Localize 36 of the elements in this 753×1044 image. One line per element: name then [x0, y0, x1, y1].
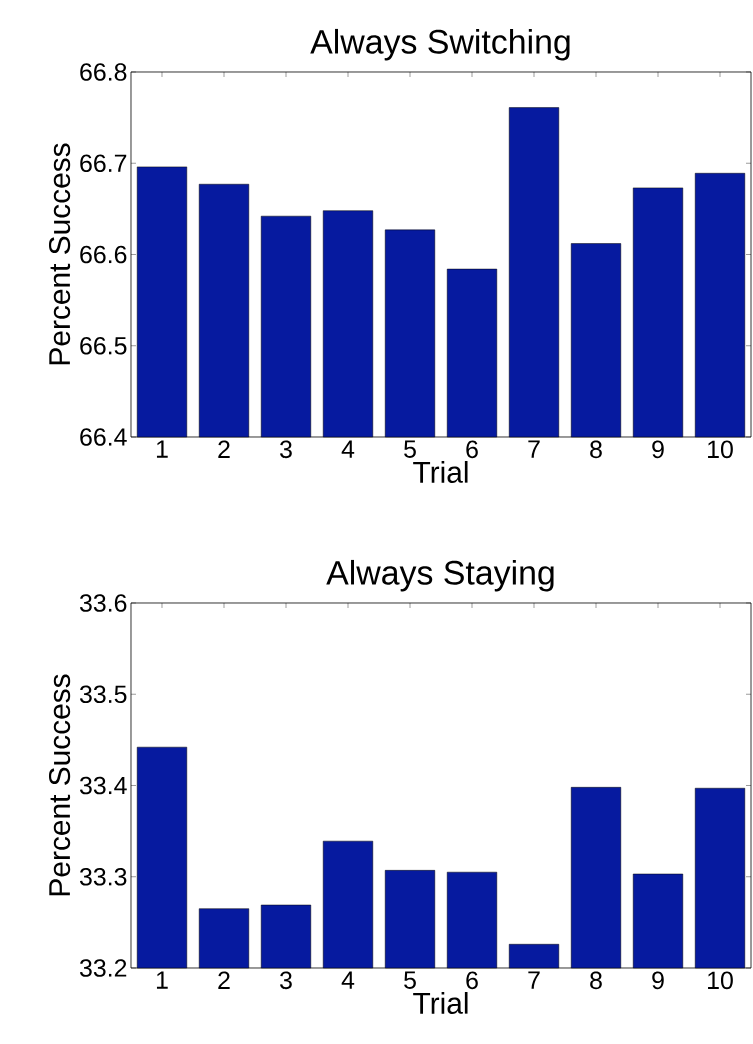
y-tick-label: 66.5: [80, 336, 127, 355]
x-tick-label: 4: [341, 971, 355, 989]
x-tick-label: 6: [466, 440, 478, 459]
x-axis-title: Trial: [413, 991, 468, 1014]
x-tick-label: 2: [218, 971, 230, 989]
y-tick-label: 66.4: [80, 428, 127, 446]
x-tick-label: 5: [404, 440, 416, 458]
x-tick-label: 3: [280, 971, 292, 990]
x-tick-label: 10: [708, 440, 733, 459]
chart-title: Always Staying: [326, 559, 554, 592]
y-tick-label: 66.8: [80, 63, 127, 81]
y-tick-label: 33.6: [79, 594, 127, 612]
x-tick-label: 7: [528, 971, 540, 989]
x-tick-label: 2: [218, 440, 230, 458]
x-tick-label: 10: [708, 971, 733, 990]
x-axis-title: Trial: [413, 460, 468, 483]
y-tick-label: 33.5: [79, 685, 127, 704]
x-tick-label: 5: [404, 971, 416, 989]
y-tick-label: 33.2: [79, 959, 127, 977]
x-tick-label: 8: [590, 440, 602, 459]
y-tick-label: 33.4: [79, 776, 127, 795]
y-tick-label: 66.7: [80, 154, 127, 173]
chart-title: Always Switching: [310, 28, 570, 61]
x-tick-label: 1: [156, 971, 168, 989]
y-tick-label: 33.3: [79, 867, 127, 886]
y-tick-label: 66.6: [80, 245, 127, 264]
x-tick-label: 8: [590, 971, 602, 990]
y-axis-title: Percent Success: [49, 143, 71, 365]
y-axis-title: Percent Success: [49, 674, 71, 896]
x-tick-label: 9: [652, 971, 664, 990]
x-tick-label: 3: [280, 440, 292, 459]
x-tick-label: 6: [466, 971, 478, 990]
x-tick-label: 1: [156, 440, 168, 458]
x-tick-label: 7: [528, 440, 540, 458]
x-tick-label: 4: [341, 440, 355, 458]
x-tick-label: 9: [652, 440, 664, 459]
